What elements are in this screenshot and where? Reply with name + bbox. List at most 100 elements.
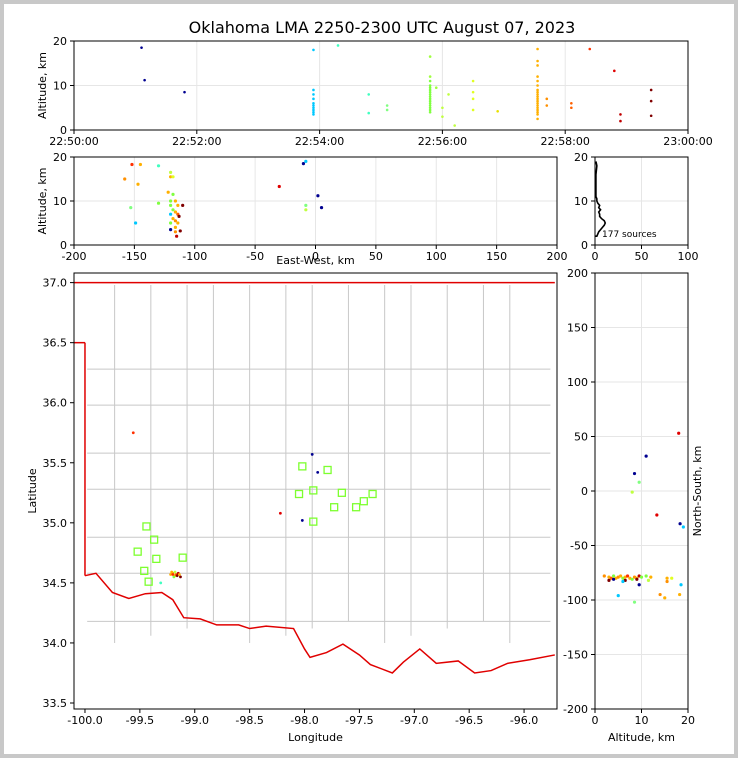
map-x-tick-label: -97.5: [345, 714, 373, 727]
time-altitude-point: [385, 104, 389, 107]
time-altitude-plot-frame: [73, 40, 689, 131]
ew-altitude-point: [169, 199, 173, 203]
ew-altitude-plot-frame: [73, 156, 558, 246]
ew-altitude-point: [169, 175, 173, 179]
altitude-ns-point: [621, 579, 625, 584]
ns-y-tick-label: -100: [563, 594, 588, 607]
altitude-ns-point: [665, 579, 669, 584]
ew-y-tick-label: 0: [60, 239, 67, 252]
ew-y-tick-label: 20: [53, 151, 67, 164]
time-altitude-point: [312, 102, 315, 105]
ew-altitude-point: [171, 217, 175, 221]
map-y-tick-label: 37.0: [43, 277, 68, 290]
time-altitude-point: [428, 90, 432, 94]
ew-x-tick-label: -150: [122, 250, 147, 263]
map-y-axis-label: Latitude: [26, 468, 39, 514]
ew-altitude-point: [176, 221, 180, 225]
map-x-tick-label: -100.0: [67, 714, 102, 727]
lma-station-marker: [330, 503, 339, 512]
time-altitude-point: [536, 117, 539, 121]
lightning-source-point: [177, 573, 181, 576]
ew-x-tick-label: 0: [312, 250, 319, 263]
altitude-ns-point: [616, 594, 620, 598]
time-altitude-point: [471, 108, 475, 112]
time-altitude-point: [536, 102, 539, 105]
ew-altitude-point: [171, 175, 175, 179]
time-altitude-point: [312, 93, 315, 96]
time-altitude-point: [312, 106, 315, 110]
time-altitude-point: [312, 113, 315, 116]
ew-altitude-point: [319, 206, 324, 210]
time-altitude-point: [336, 44, 340, 47]
lightning-source-point: [131, 431, 135, 435]
time-altitude-point: [428, 108, 432, 112]
ew-altitude-point: [177, 214, 181, 218]
ew-altitude-point: [304, 159, 308, 163]
time-altitude-point: [545, 104, 549, 107]
altitude-ns-point: [665, 576, 669, 580]
time-altitude-point: [536, 97, 539, 101]
figure-title: Oklahoma LMA 2250-2300 UTC August 07, 20…: [189, 18, 576, 37]
altitude-ns-point: [635, 577, 639, 581]
time-altitude-point: [143, 78, 146, 82]
lightning-source-point: [171, 573, 175, 576]
time-x-tick-label: 23:00:00: [663, 135, 712, 148]
altitude-ns-point: [612, 574, 616, 578]
ew-altitude-point: [301, 162, 306, 166]
time-altitude-point: [471, 79, 475, 83]
time-altitude-point: [428, 93, 432, 96]
time-y-tick-label: 10: [53, 80, 67, 93]
ew-x-tick-label: -200: [62, 250, 87, 263]
ns-y-tick-label: -150: [563, 649, 588, 662]
altitude-ns-plot-frame: [594, 272, 689, 710]
altitude-ns-point: [632, 600, 637, 604]
map-x-tick-label: -96.5: [455, 714, 483, 727]
time-altitude-point: [570, 106, 573, 110]
lightning-source-point: [173, 570, 177, 574]
time-altitude-point: [536, 104, 539, 107]
altitude-ns-point: [677, 431, 681, 435]
time-altitude-point: [140, 46, 143, 49]
time-altitude-point: [496, 110, 499, 113]
time-altitude-point: [447, 93, 450, 96]
histogram-plot-frame: [594, 156, 689, 246]
ns-y-axis-label: North-South, km: [691, 446, 704, 537]
lightning-source-point: [172, 575, 176, 579]
time-altitude-point: [471, 97, 475, 101]
altitude-ns-point: [602, 574, 606, 578]
time-altitude-point: [619, 113, 622, 116]
time-altitude-point: [428, 55, 432, 58]
hist-y-tick-label: 20: [574, 151, 588, 164]
ew-altitude-point: [171, 208, 175, 212]
plan-view-frame: [73, 272, 558, 710]
lma-station-marker: [152, 554, 161, 564]
lightning-source-point: [278, 511, 282, 515]
map-x-tick-label: -97.0: [400, 714, 428, 727]
ew-altitude-point: [178, 229, 182, 233]
time-altitude-point: [441, 115, 444, 118]
map-x-tick-label: -96.0: [510, 714, 538, 727]
lma-station-marker: [309, 486, 318, 495]
ew-x-tick-label: 100: [426, 250, 447, 263]
state-border-red-river: [84, 572, 555, 674]
time-altitude-point: [536, 84, 539, 87]
ew-altitude-point: [156, 164, 161, 168]
ew-x-tick-label: 150: [486, 250, 507, 263]
lma-station-marker: [144, 577, 153, 586]
ew-altitude-point: [169, 203, 173, 207]
map-x-axis-label: Longitude: [288, 731, 343, 744]
time-altitude-point: [536, 75, 539, 78]
time-altitude-point: [536, 47, 539, 51]
lma-station-marker: [140, 566, 149, 576]
ew-altitude-point: [130, 162, 134, 167]
time-altitude-point: [312, 110, 315, 114]
ns-x-axis-label: Altitude, km: [608, 731, 675, 744]
altitude-ns-point: [663, 596, 667, 600]
altitude-ns-point: [681, 525, 685, 529]
altitude-ns-point: [649, 575, 653, 579]
altitude-ns-point: [644, 574, 648, 578]
time-altitude-point: [536, 113, 539, 116]
time-altitude-point: [536, 99, 539, 103]
ns-y-tick-label: 50: [574, 431, 588, 444]
lma-station-marker: [351, 503, 361, 512]
